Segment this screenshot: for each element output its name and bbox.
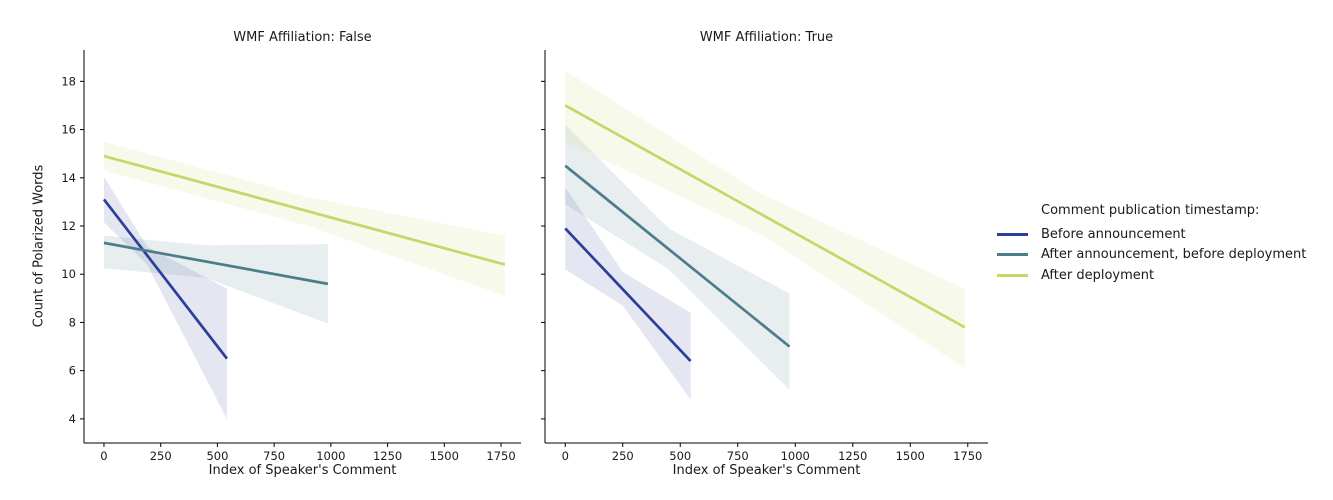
x-tick-label: 1250	[838, 449, 867, 463]
regression-line	[103, 241, 329, 286]
legend-item-label: After deployment	[1041, 267, 1155, 283]
regression-line	[564, 227, 692, 362]
x-tick-label: 250	[150, 449, 172, 463]
x-tick-label: 1500	[430, 449, 459, 463]
x-tick-label: 500	[669, 449, 691, 463]
legend-item: After deployment	[997, 265, 1306, 286]
x-axis-label-left: Index of Speaker's Comment	[208, 463, 397, 478]
legend-item: Before announcement	[997, 224, 1306, 245]
y-tick-label: 12	[61, 219, 76, 233]
legend-line-swatch	[997, 273, 1028, 277]
y-axis-label: Count of Polarized Words	[31, 164, 47, 328]
x-tick-label: 1000	[316, 449, 345, 463]
facet-panel-1: 0 250 500 750 1000 1250 1500 1750	[541, 50, 988, 463]
x-axis-label-right: Index of Speaker's Comment	[672, 463, 861, 478]
legend-item-label: Before announcement	[1041, 226, 1186, 242]
x-tick-label: 500	[206, 449, 228, 463]
x-tick-label: 1250	[373, 449, 402, 463]
x-tick-label: 750	[263, 449, 285, 463]
legend-line-swatch	[997, 232, 1028, 236]
x-tick-label: 1500	[896, 449, 925, 463]
facet-title-false: WMF Affiliation: False	[233, 30, 372, 45]
facet-title-true: WMF Affiliation: True	[699, 30, 834, 45]
y-tick-label: 18	[61, 74, 76, 88]
legend: Comment publication timestamp: Before an…	[997, 203, 1306, 286]
confidence-band	[103, 235, 328, 324]
x-tick-label: 1750	[953, 449, 982, 463]
confidence-band	[103, 141, 505, 296]
x-tick-label: 1750	[486, 449, 515, 463]
y-tick-label: 16	[61, 123, 76, 137]
y-tick-label: 4	[69, 412, 76, 426]
legend-item: After announcement, before deployment	[997, 245, 1306, 266]
legend-line-swatch	[997, 253, 1028, 257]
regression-line	[102, 198, 229, 360]
x-tick-label: 0	[100, 449, 107, 463]
x-tick-label: 1000	[781, 449, 810, 463]
facet-panel-0: 0 250 500 750 1000 1250 1500 1750 4 6 8 10 12 14 16 18	[61, 50, 521, 463]
confidence-band	[103, 176, 227, 419]
y-tick-label: 6	[69, 364, 76, 378]
confidence-band	[565, 70, 965, 369]
regression-line	[564, 104, 966, 329]
y-tick-label: 14	[61, 171, 76, 185]
regression-line	[103, 154, 506, 266]
legend-item-label: After announcement, before deployment	[1041, 247, 1307, 263]
x-tick-label: 0	[562, 449, 569, 463]
regression-line	[564, 164, 791, 348]
x-tick-label: 250	[612, 449, 634, 463]
legend-title: Comment publication timestamp:	[1041, 203, 1260, 218]
y-tick-label: 8	[69, 315, 76, 329]
y-tick-label: 10	[61, 267, 76, 281]
x-tick-label: 750	[727, 449, 749, 463]
